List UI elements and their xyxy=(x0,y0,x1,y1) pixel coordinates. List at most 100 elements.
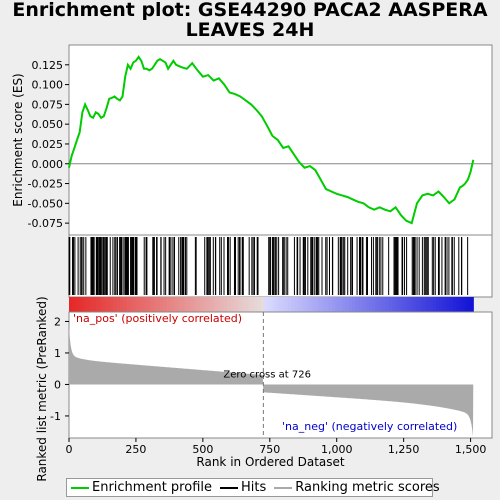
rank-xtick-label: 500 xyxy=(192,443,213,456)
rank-color-band-segment xyxy=(193,297,198,312)
rank-xtick-label: 0 xyxy=(66,443,73,456)
rank-color-band-segment xyxy=(95,297,100,312)
rank-color-band-segment xyxy=(250,297,255,312)
legend-item-enrichment: Enrichment profile xyxy=(71,480,212,495)
rank-color-band-segment xyxy=(119,297,124,312)
rank-color-band-segment xyxy=(304,297,309,312)
rank-color-band-segment xyxy=(89,297,94,312)
rank-color-band-segment xyxy=(139,297,144,312)
rank-color-band-segment xyxy=(223,297,228,312)
rank-color-band-segment xyxy=(170,297,175,312)
rank-color-band-segment xyxy=(318,297,323,312)
green-line-icon xyxy=(71,486,89,489)
rank-color-band-segment xyxy=(328,297,333,312)
rank-color-band-segment xyxy=(277,297,282,312)
rank-color-band-segment xyxy=(372,297,377,312)
es-panel: -0.075 -0.050 -0.025 0.000 0.025 0.050 0.075 0.… xyxy=(11,44,493,236)
es-ylabel: Enrichment score (ES) xyxy=(11,73,25,206)
rank-color-band-segment xyxy=(156,297,161,312)
rank-color-band-segment xyxy=(183,297,188,312)
rank-color-band-segment xyxy=(311,297,316,312)
es-ytick-label: 0.025 xyxy=(32,138,64,151)
rank-color-band-segment xyxy=(325,297,329,312)
rank-color-band-segment xyxy=(392,297,397,312)
legend-label-enrichment: Enrichment profile xyxy=(92,480,212,495)
rank-color-band-segment xyxy=(456,297,461,312)
rank-color-band-segment xyxy=(294,297,299,312)
rank-color-band-segment xyxy=(382,297,387,312)
rank-color-band-segment xyxy=(436,297,441,312)
rank-color-band-segment xyxy=(244,297,249,312)
zero-cross-label: Zero cross at 726 xyxy=(223,370,311,381)
rank-color-band-segment xyxy=(85,297,90,312)
chart-title: Enrichment plot: GSE44290 PACA2 AASPERA … xyxy=(0,0,500,40)
rank-color-band-segment xyxy=(389,297,394,312)
rank-color-band-segment xyxy=(409,297,414,312)
rank-color-band-segment xyxy=(200,297,205,312)
rank-xlabel: Rank in Ordered Dataset xyxy=(196,455,344,469)
es-ytick-label: -0.025 xyxy=(28,178,63,191)
rank-color-band-segment xyxy=(429,297,434,312)
rank-color-band-segment xyxy=(466,297,471,312)
rank-color-band-segment xyxy=(180,297,185,312)
rank-xtick-label: 1,250 xyxy=(388,443,420,456)
rank-color-band-segment xyxy=(237,297,242,312)
rank-color-band-segment xyxy=(75,297,80,312)
rank-color-band-segment xyxy=(69,297,73,312)
rank-color-band-segment xyxy=(203,297,208,312)
rank-color-band-segment xyxy=(402,297,407,312)
chart-title-line1: Enrichment plot: GSE44290 PACA2 AASPERA xyxy=(12,0,488,21)
rank-color-band-segment xyxy=(341,297,346,312)
neg-correlated-label: 'na_neg' (negatively correlated) xyxy=(282,420,457,433)
rank-color-band-segment xyxy=(301,297,306,312)
rank-color-band-segment xyxy=(463,297,468,312)
rank-color-band-segment xyxy=(284,297,289,312)
rank-color-band-segment xyxy=(220,297,225,312)
rank-color-band-segment xyxy=(264,297,269,312)
rank-color-band-segment xyxy=(442,297,447,312)
rank-color-band-segment xyxy=(267,297,272,312)
rank-color-band-segment xyxy=(281,297,286,312)
rank-color-band-segment xyxy=(469,297,474,312)
rank-color-band-segment xyxy=(254,297,259,312)
rank-color-band-segment xyxy=(207,297,212,312)
ranking-metric-area xyxy=(69,326,474,437)
rank-color-band-segment xyxy=(459,297,464,312)
legend-item-ranking: Ranking metric scores xyxy=(274,480,440,495)
pos-correlated-label: 'na_pos' (positively correlated) xyxy=(73,312,242,325)
rank-color-band-segment xyxy=(355,297,360,312)
rank-color-band-segment xyxy=(163,297,168,312)
rank-color-band-segment xyxy=(149,297,154,312)
rank-color-band-segment xyxy=(351,297,356,312)
rank-color-band-segment xyxy=(99,297,104,312)
rank-color-band-segment xyxy=(405,297,410,312)
rank-color-band-segment xyxy=(122,297,127,312)
rank-color-band-segment xyxy=(368,297,373,312)
rank-color-band-segment xyxy=(449,297,454,312)
rank-xtick-label: 1,000 xyxy=(321,443,353,456)
rank-color-band-segment xyxy=(365,297,370,312)
rank-color-band-segment xyxy=(227,297,232,312)
rank-color-band-segment xyxy=(197,297,201,312)
rank-color-band-segment xyxy=(395,297,400,312)
rank-color-band-segment xyxy=(173,297,178,312)
es-ytick-label: 0.075 xyxy=(32,98,64,111)
rank-color-band-segment xyxy=(92,297,97,312)
rank-color-band-segment xyxy=(166,297,171,312)
legend: Enrichment profile Hits Ranking metric s… xyxy=(66,478,440,497)
legend-label-hits: Hits xyxy=(241,480,267,495)
rank-color-band-segment xyxy=(213,297,218,312)
hits-panel xyxy=(68,234,493,312)
rank-color-band-segment xyxy=(426,297,431,312)
rank-color-band-segment xyxy=(217,297,222,312)
rank-color-band-segment xyxy=(126,297,131,312)
rank-color-band-segment xyxy=(230,297,235,312)
rank-color-band-segment xyxy=(314,297,319,312)
rank-color-band-segment xyxy=(261,297,265,312)
rank-color-band-segment xyxy=(274,297,279,312)
rank-color-band-segment xyxy=(335,297,340,312)
rank-color-band-segment xyxy=(143,297,148,312)
rank-color-band-segment xyxy=(331,297,336,312)
rank-color-band-segment xyxy=(348,297,353,312)
